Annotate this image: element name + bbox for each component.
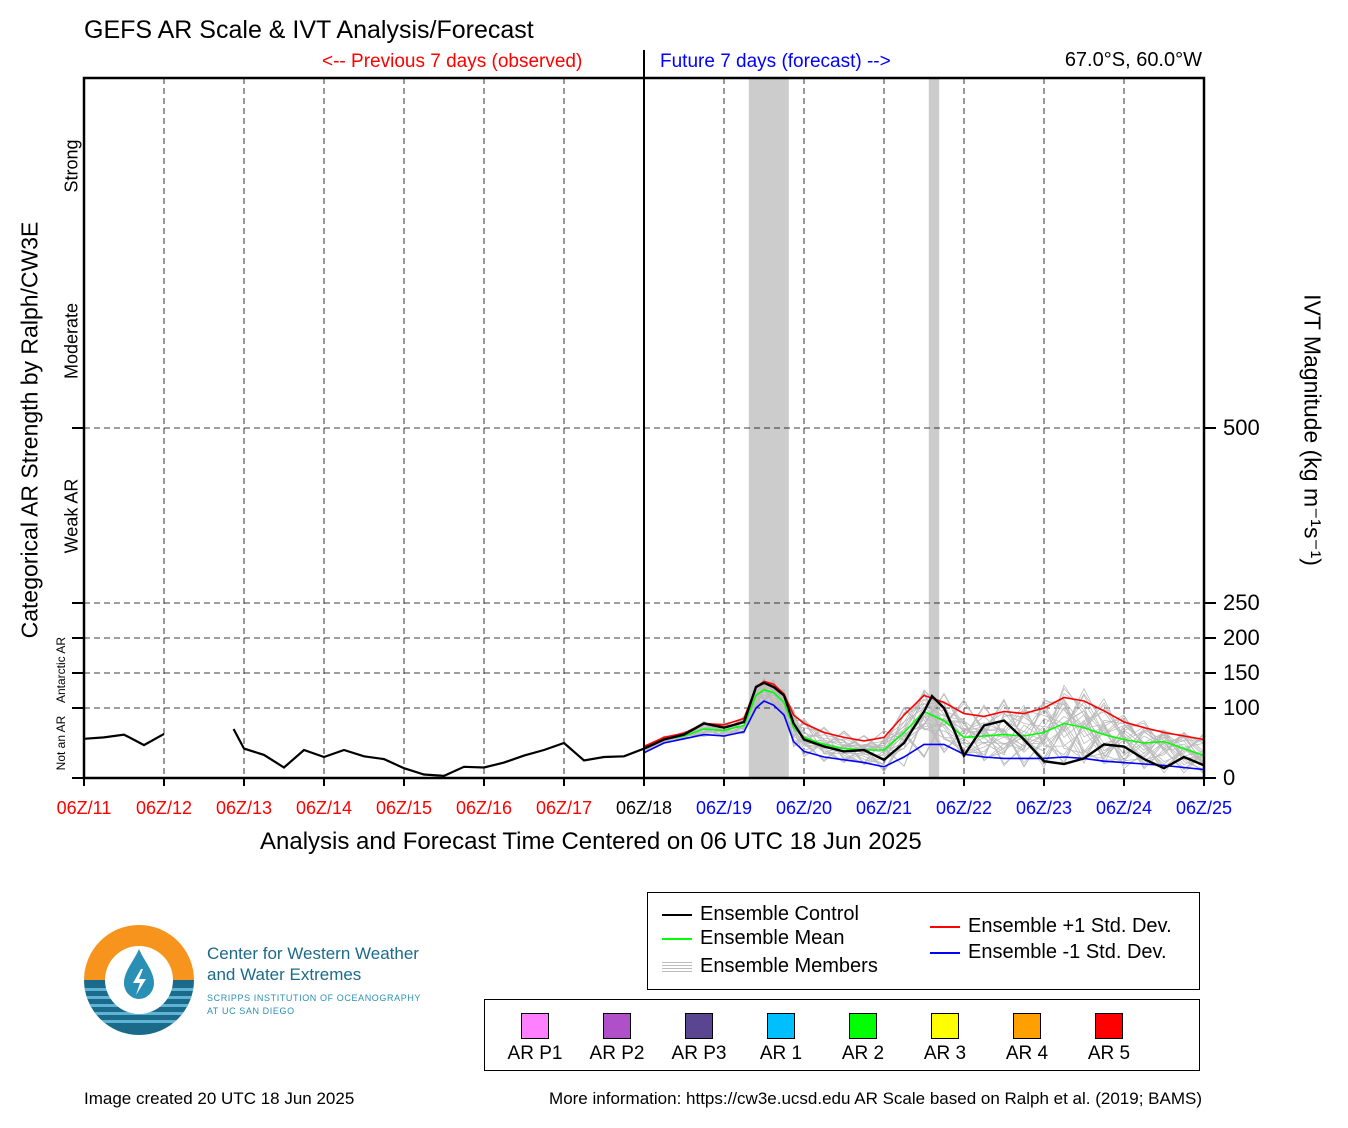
ar-scale-swatch <box>521 1013 549 1039</box>
ar-scale-label: AR P1 <box>507 1043 563 1064</box>
legend-label-mean: Ensemble Mean <box>700 927 845 949</box>
y-tick-label: 200 <box>1223 625 1260 650</box>
x-tick-label: 06Z/18 <box>615 798 673 818</box>
legend-swatch-plus-std <box>930 925 960 928</box>
ar-scale-label: AR 2 <box>841 1043 885 1064</box>
series-line-control <box>643 681 1205 770</box>
x-tick-label: 06Z/20 <box>775 798 833 818</box>
ar-scale-swatch <box>685 1013 713 1039</box>
legend-label-control: Ensemble Control <box>700 903 859 925</box>
x-tick-label: 06Z/22 <box>935 798 993 818</box>
x-tick-label: 06Z/24 <box>1095 798 1153 818</box>
series-line-minus-std <box>643 700 1205 771</box>
org-affiliation-line2: AT UC SAN DIEGO <box>207 1006 295 1016</box>
x-tick-label: 06Z/25 <box>1175 798 1233 818</box>
ar-scale-label: AR 5 <box>1087 1043 1131 1064</box>
chart-title: GEFS AR Scale & IVT Analysis/Forecast <box>84 16 534 44</box>
x-tick-label: 06Z/11 <box>56 798 112 818</box>
ar-scale-item: AR 4 <box>987 1000 1067 1065</box>
legend-swatch-minus-std <box>930 951 960 954</box>
category-label: Not an AR <box>54 715 68 771</box>
future-period-label: Future 7 days (forecast) --> <box>660 51 891 72</box>
x-tick-label: 06Z/21 <box>855 798 913 818</box>
x-tick-label: 06Z/23 <box>1015 798 1073 818</box>
ar-scale-swatch <box>1095 1013 1123 1039</box>
observed-line <box>232 728 645 778</box>
y-tick-label: 150 <box>1223 660 1260 685</box>
x-tick-label: 06Z/15 <box>375 798 433 818</box>
category-label: Antarctic AR <box>54 636 68 703</box>
x-tick-label: 06Z/13 <box>215 798 273 818</box>
ar-scale-label: AR P2 <box>589 1043 645 1064</box>
ar-scale-item: AR 5 <box>1069 1000 1149 1065</box>
category-label: Strong <box>61 138 82 193</box>
location-label: 67.0°S, 60.0°W <box>1064 49 1202 71</box>
legend-item-mean: Ensemble Mean <box>662 927 845 950</box>
ar-scale-item: AR 1 <box>741 1000 821 1065</box>
legend-item-minus-std: Ensemble -1 Std. Dev. <box>930 941 1167 964</box>
ar-scale-swatch <box>603 1013 631 1039</box>
ar-scale-label: AR 4 <box>1005 1043 1049 1064</box>
ar-scale-item: AR 3 <box>905 1000 985 1065</box>
ar-scale-item: AR P2 <box>577 1000 657 1065</box>
x-tick-label: 06Z/16 <box>455 798 513 818</box>
ar-scale-label: AR 1 <box>759 1043 803 1064</box>
ar-scale-legend: AR P1 AR P2 AR P3 AR 1 AR 2 AR 3 AR 4 AR 5 <box>484 999 1200 1071</box>
series-line-mean <box>643 688 1205 757</box>
y-tick-label: 0 <box>1223 765 1236 790</box>
x-tick-label: 06Z/19 <box>695 798 753 818</box>
legend-label-minus-std: Ensemble -1 Std. Dev. <box>968 941 1167 963</box>
legend-item-members: Ensemble Members <box>662 955 878 978</box>
ar-scale-swatch <box>931 1013 959 1039</box>
x-tick-label: 06Z/17 <box>535 798 593 818</box>
org-affiliation-line1: SCRIPPS INSTITUTION OF OCEANOGRAPHY <box>207 993 422 1003</box>
legend-label-plus-std: Ensemble +1 Std. Dev. <box>968 915 1172 937</box>
y-tick-label: 100 <box>1223 695 1260 720</box>
legend: Ensemble Control Ensemble Mean Ensemble … <box>647 892 1200 990</box>
cw3e-logo <box>84 925 194 1035</box>
y-tick-label: 250 <box>1223 590 1260 615</box>
ar-scale-swatch <box>849 1013 877 1039</box>
y-axis-label-left: Categorical AR Strength by Ralph/CW3E <box>16 221 43 639</box>
ensemble-member-line <box>643 688 1205 770</box>
org-name-line1: Center for Western Weather <box>207 944 419 963</box>
y-tick-label: 500 <box>1223 415 1260 440</box>
ar-scale-item: AR P3 <box>659 1000 739 1065</box>
legend-swatch-control <box>662 913 692 916</box>
legend-swatch-members <box>662 961 692 972</box>
previous-period-label: <-- Previous 7 days (observed) <box>322 51 583 72</box>
category-label: Moderate <box>61 302 82 379</box>
legend-item-control: Ensemble Control <box>662 903 859 926</box>
ar-scale-swatch <box>1013 1013 1041 1039</box>
ar-scale-item: AR 2 <box>823 1000 903 1065</box>
x-tick-label: 06Z/12 <box>135 798 193 818</box>
legend-item-plus-std: Ensemble +1 Std. Dev. <box>930 915 1172 938</box>
more-info-link[interactable]: More information: https://cw3e.ucsd.edu … <box>549 1089 1202 1108</box>
category-label: Weak AR <box>61 478 82 553</box>
legend-label-members: Ensemble Members <box>700 955 878 977</box>
x-axis-label: Analysis and Forecast Time Centered on 0… <box>260 828 922 855</box>
created-timestamp: Image created 20 UTC 18 Jun 2025 <box>84 1089 355 1108</box>
ar-scale-item: AR P1 <box>495 1000 575 1065</box>
legend-swatch-mean <box>662 937 692 940</box>
y-axis-label-right: IVT Magnitude (kg m⁻¹s⁻¹) <box>1299 294 1326 566</box>
ar-scale-label: AR 3 <box>923 1043 967 1064</box>
ar-scale-label: AR P3 <box>671 1043 727 1064</box>
x-tick-label: 06Z/14 <box>295 798 353 818</box>
ar-scale-swatch <box>767 1013 795 1039</box>
org-name-line2: and Water Extremes <box>207 965 362 984</box>
observed-line <box>83 732 165 747</box>
